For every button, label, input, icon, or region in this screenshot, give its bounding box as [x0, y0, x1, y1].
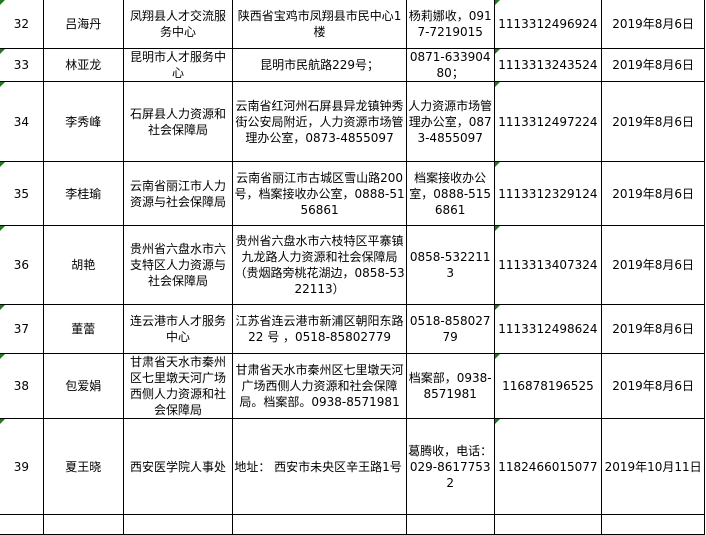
name-cell[interactable]: 夏王晓 [42, 418, 124, 515]
contact-cell[interactable]: 0518-85802779 [405, 304, 495, 354]
name-cell[interactable]: 吕海丹 [42, 0, 124, 49]
unit-cell[interactable]: 凤翔县人才交流服务中心 [122, 0, 234, 49]
address-cell[interactable]: 江苏省连云港市新浦区朝阳东路 22 号 ，0518-85802779 [232, 304, 407, 354]
address-cell[interactable]: 云南省丽江市古城区雪山路200号，档案接收办公室，0888-5156861 [232, 161, 407, 226]
empty-cell[interactable] [0, 514, 44, 535]
contact-cell[interactable]: 葛腾收，电话：029-86177532 [405, 418, 495, 515]
unit-cell[interactable]: 甘肃省天水市秦州区七里墩天河广场西侧人力资源和社会保障局 [122, 353, 234, 419]
table-row: 38 包爱娟 甘肃省天水市秦州区七里墩天河广场西侧人力资源和社会保障局 甘肃省天水市秦… [0, 353, 705, 419]
unit-cell[interactable]: 贵州省六盘水市六支特区人力资源与社会保障局 [122, 225, 234, 305]
row-number[interactable]: 38 [0, 353, 44, 419]
row-number[interactable]: 33 [0, 48, 44, 82]
name-cell[interactable]: 李秀峰 [42, 81, 124, 162]
empty-cell[interactable] [42, 514, 124, 535]
table-row: 37 董蕾 连云港市人才服务中心 江苏省连云港市新浦区朝阳东路 22 号 ，0518-… [0, 304, 705, 354]
tracking-number-cell[interactable]: 116878196525 [493, 353, 603, 419]
empty-cell[interactable] [122, 514, 234, 535]
contact-cell[interactable]: 档案部，0938-8571981 [405, 353, 495, 419]
date-cell[interactable]: 2019年8月6日 [601, 81, 705, 162]
table-row [0, 514, 705, 535]
address-cell[interactable]: 昆明市民航路229号； [232, 48, 407, 82]
tracking-number-cell[interactable]: 1113312497224 [493, 81, 603, 162]
address-cell[interactable]: 地址： 西安市未央区辛王路1号 [232, 418, 407, 515]
address-cell[interactable]: 云南省红河州石屏县异龙镇钟秀街公安局附近，人力资源市场管理办公室，0873-48… [232, 81, 407, 162]
unit-cell[interactable]: 云南省丽江市人力资源与社会保障局 [122, 161, 234, 226]
contact-cell[interactable]: 人力资源市场管理办公室，0873-4855097 [405, 81, 495, 162]
table-row: 36 胡艳 贵州省六盘水市六支特区人力资源与社会保障局 贵州省六盘水市六枝特区平寨镇九… [0, 225, 705, 305]
row-number[interactable]: 34 [0, 81, 44, 162]
row-number[interactable]: 35 [0, 161, 44, 226]
empty-cell[interactable] [405, 514, 495, 535]
empty-cell[interactable] [601, 514, 705, 535]
date-cell[interactable]: 2019年8月6日 [601, 304, 705, 354]
date-cell[interactable]: 2019年8月6日 [601, 0, 705, 49]
table-row: 35 李桂瑜 云南省丽江市人力资源与社会保障局 云南省丽江市古城区雪山路200号，档案… [0, 161, 705, 226]
contact-cell[interactable]: 0858-5322113 [405, 225, 495, 305]
empty-cell[interactable] [232, 514, 407, 535]
tracking-number-cell[interactable]: 1113313407324 [493, 225, 603, 305]
name-cell[interactable]: 胡艳 [42, 225, 124, 305]
address-cell[interactable]: 贵州省六盘水市六枝特区平寨镇九龙路人力资源和社会保障局（贵烟路旁桃花湖边，085… [232, 225, 407, 305]
date-cell[interactable]: 2019年8月6日 [601, 353, 705, 419]
row-number[interactable]: 32 [0, 0, 44, 49]
row-number[interactable]: 37 [0, 304, 44, 354]
date-cell[interactable]: 2019年10月11日 [601, 418, 705, 515]
row-number[interactable]: 39 [0, 418, 44, 515]
tracking-number-cell[interactable]: 1182466015077 [493, 418, 603, 515]
unit-cell[interactable]: 西安医学院人事处 [122, 418, 234, 515]
address-cell[interactable]: 甘肃省天水市秦州区七里墩天河广场西侧人力资源和社会保障局。档案部。0938-85… [232, 353, 407, 419]
contact-cell[interactable]: 档案接收办公室，0888-5156861 [405, 161, 495, 226]
address-cell[interactable]: 陕西省宝鸡市凤翔县市民中心1楼 [232, 0, 407, 49]
table-row: 32 吕海丹 凤翔县人才交流服务中心 陕西省宝鸡市凤翔县市民中心1楼 杨莉娜收，0917… [0, 0, 705, 49]
unit-cell[interactable]: 连云港市人才服务中心 [122, 304, 234, 354]
name-cell[interactable]: 李桂瑜 [42, 161, 124, 226]
tracking-number-cell[interactable]: 1113312496924 [493, 0, 603, 49]
name-cell[interactable]: 包爱娟 [42, 353, 124, 419]
tracking-number-cell[interactable]: 1113312498624 [493, 304, 603, 354]
row-number[interactable]: 36 [0, 225, 44, 305]
table-row: 34 李秀峰 石屏县人力资源和社会保障局 云南省红河州石屏县异龙镇钟秀街公安局附近，人… [0, 81, 705, 162]
empty-cell[interactable] [493, 514, 603, 535]
date-cell[interactable]: 2019年8月6日 [601, 161, 705, 226]
unit-cell[interactable]: 昆明市人才服务中心 [122, 48, 234, 82]
tracking-number-cell[interactable]: 1113312329124 [493, 161, 603, 226]
name-cell[interactable]: 林亚龙 [42, 48, 124, 82]
date-cell[interactable]: 2019年8月6日 [601, 48, 705, 82]
contact-cell[interactable]: 0871-63390480； [405, 48, 495, 82]
tracking-number-cell[interactable]: 1113313243524 [493, 48, 603, 82]
table-row: 39 夏王晓 西安医学院人事处 地址： 西安市未央区辛王路1号 葛腾收，电话：029-8… [0, 418, 705, 515]
table-row: 33 林亚龙 昆明市人才服务中心 昆明市民航路229号； 0871-63390480； 1… [0, 48, 705, 82]
name-cell[interactable]: 董蕾 [42, 304, 124, 354]
unit-cell[interactable]: 石屏县人力资源和社会保障局 [122, 81, 234, 162]
date-cell[interactable]: 2019年8月6日 [601, 225, 705, 305]
contact-cell[interactable]: 杨莉娜收，0917-7219015 [405, 0, 495, 49]
